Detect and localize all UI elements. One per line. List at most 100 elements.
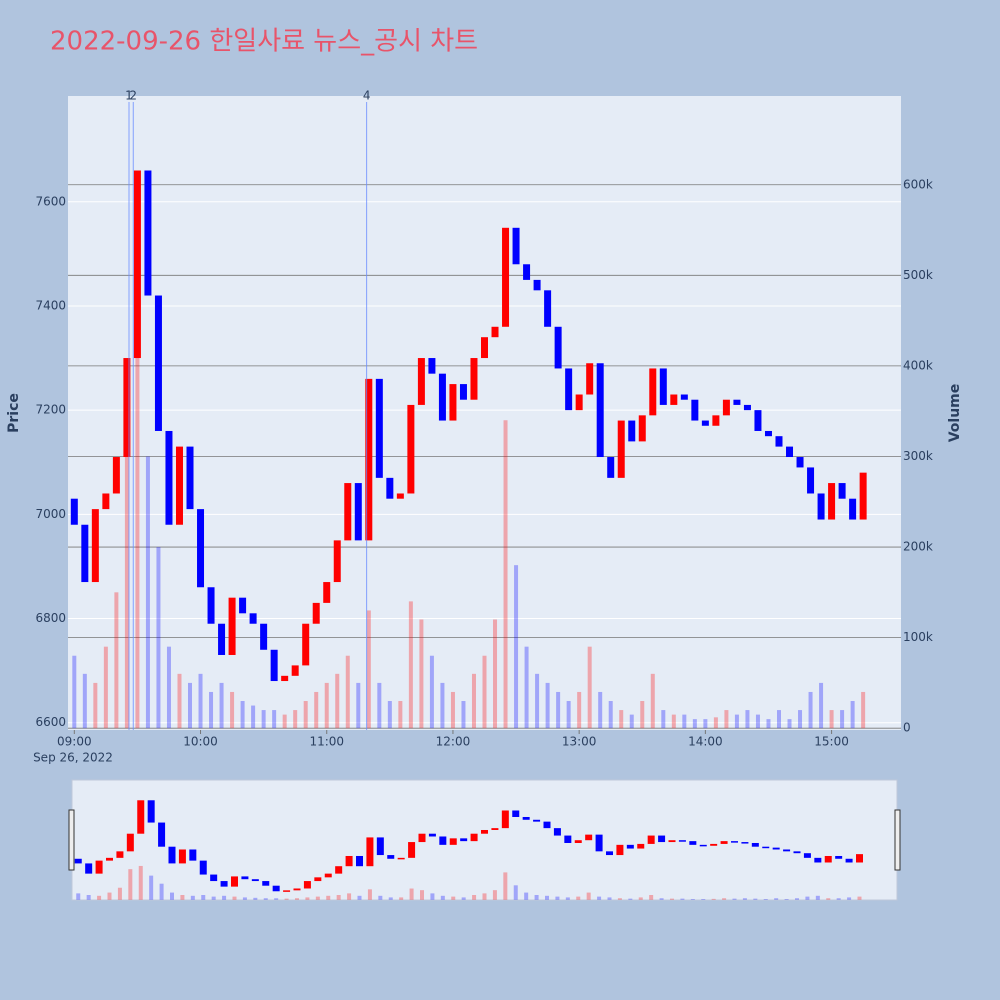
volume-bar	[787, 719, 792, 729]
volume-bar	[598, 691, 603, 729]
slider-volume-bar	[440, 895, 445, 900]
slider-volume-bar	[242, 897, 247, 900]
slider-volume-bar	[638, 897, 643, 900]
candle	[554, 326, 562, 369]
candle	[859, 472, 867, 520]
slider-candle	[772, 847, 780, 850]
y2-tick-label: 500k	[903, 268, 933, 282]
slider-volume-bar	[367, 889, 372, 900]
slider-candle	[418, 833, 426, 843]
x-tick-label: 11:00	[309, 735, 344, 749]
candle	[375, 378, 383, 478]
slider-volume-bar	[847, 897, 852, 900]
volume-bar	[577, 691, 582, 729]
slider-candle	[408, 842, 416, 858]
slider-volume-bar	[670, 898, 674, 900]
slider-candle	[189, 849, 197, 861]
volume-bar	[524, 646, 529, 729]
volume-bar	[713, 717, 718, 729]
slider-volume-bar	[857, 896, 862, 900]
slider-candle	[126, 833, 134, 852]
slider-candle	[668, 840, 676, 843]
candle	[722, 399, 730, 416]
slider-candle	[262, 881, 270, 886]
candle	[291, 665, 299, 676]
candle	[754, 410, 762, 431]
slider-volume-bar	[315, 896, 320, 900]
candle	[323, 582, 331, 603]
volume-bar	[282, 714, 287, 729]
x-tick-label: 15:00	[814, 735, 849, 749]
slider-handle[interactable]	[894, 809, 901, 871]
slider-candle	[741, 842, 749, 844]
candle	[144, 170, 152, 296]
volume-bar	[314, 691, 319, 729]
slider-volume-bar	[149, 875, 154, 900]
volume-bar	[429, 655, 434, 729]
candle	[81, 524, 89, 583]
volume-bar	[450, 691, 455, 729]
y-axis-title: Price	[6, 393, 22, 433]
slider-volume-bar	[201, 894, 206, 900]
candle	[207, 587, 215, 624]
slider-candle	[678, 840, 686, 842]
slider-candle	[293, 888, 301, 891]
volume-bar	[661, 710, 666, 729]
volume-bar	[377, 682, 382, 729]
slider-volume-bar	[545, 895, 549, 900]
candle	[733, 399, 741, 405]
slider-volume-bar	[597, 896, 602, 900]
slider-volume-bar	[399, 897, 404, 900]
slider-volume-bar	[97, 895, 102, 900]
volume-bar	[335, 673, 340, 729]
slider-volume-bar	[128, 869, 133, 900]
slider-volume-bar	[295, 898, 299, 900]
candle	[575, 394, 583, 411]
volume-bar	[671, 714, 676, 729]
slider-volume-bar	[263, 898, 268, 900]
x-tick-label: 14:00	[688, 735, 723, 749]
slider-volume-bar	[305, 897, 310, 900]
candle	[628, 420, 636, 442]
range-slider[interactable]	[71, 779, 898, 901]
volume-bar	[177, 673, 182, 729]
candle	[249, 613, 257, 624]
volume-bar	[103, 646, 108, 729]
candle	[91, 509, 99, 583]
slider-candle	[158, 822, 166, 847]
volume-bar	[356, 682, 361, 729]
x-date-label: Sep 26, 2022	[33, 751, 113, 765]
plot-area	[68, 96, 901, 730]
slider-volume-bar	[576, 896, 581, 900]
y-tick-label: 7200	[35, 403, 66, 417]
candle	[491, 326, 499, 338]
slider-candle	[345, 855, 353, 867]
volume-bar	[303, 701, 308, 729]
volume-bar	[408, 601, 413, 729]
slider-handle[interactable]	[68, 809, 75, 871]
candle	[260, 623, 268, 650]
candle	[197, 509, 205, 588]
slider-volume-bar	[711, 898, 716, 900]
volume-bar	[724, 710, 729, 729]
candle	[786, 446, 794, 458]
slider-candle	[366, 837, 374, 867]
volume-bar	[398, 701, 403, 729]
candle	[691, 399, 699, 421]
slider-candle	[689, 841, 697, 845]
slider-volume-bar	[628, 898, 633, 900]
candle	[544, 290, 552, 327]
slider-volume-bar	[451, 896, 456, 900]
slider-candle	[147, 800, 155, 823]
slider-candle	[710, 843, 718, 846]
slider-candle	[106, 857, 113, 861]
slider-volume-bar	[680, 898, 685, 900]
candle	[218, 623, 226, 655]
candle	[607, 457, 615, 478]
volume-bar	[640, 701, 645, 729]
volume-bar	[124, 384, 129, 729]
candle	[638, 415, 646, 442]
volume-bar	[387, 701, 392, 729]
volume-bar	[240, 701, 245, 729]
slider-candle	[220, 881, 228, 887]
